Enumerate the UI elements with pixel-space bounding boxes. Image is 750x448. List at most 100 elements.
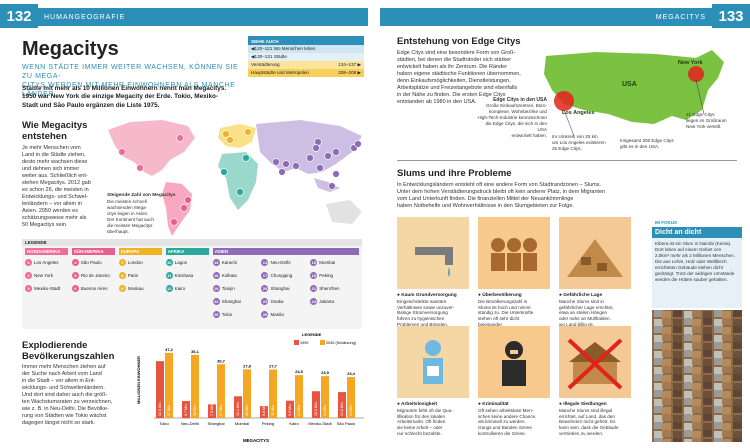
legend-label: 2030 (Schätzung) [326,341,357,345]
focus-line: errichteten Gebäude stehen dicht [655,265,723,270]
card-line: Oft sehen arbeitslose Men- [478,407,534,413]
body-line: denn Einkaufsmöglichkeiten, Dienstleistu… [397,78,511,84]
legend-city-number: 9 [118,285,126,292]
bar-inner-label: 14,8 Mio. [340,401,344,416]
see-also-item[interactable]: Hauptstädte und Metropolen 208–209 ▶ [248,69,364,77]
ny-marker [688,66,704,82]
legend-city-number: 10 [165,259,173,266]
bar-value-label: 30,7 [217,358,226,363]
legend-city: 18 Peking [310,271,359,280]
body-line: haben Notbehelfe und Wohnverhältnisse in… [397,203,574,209]
legend-region-name: SÜDAMERIKA [71,248,115,255]
body-line: dagegen längst nicht so stark. [22,420,96,426]
see-also-item[interactable]: ◀130–131 Städte [248,53,364,61]
card-line: nur schlecht bezahlte. [397,430,442,436]
note-line: Insgesamt 200 Edge Citys [620,138,674,143]
legend-city-name: Shanghai [221,299,241,304]
bar-2030 [347,377,355,418]
legend-city-name: Neu-Delhi [270,260,291,265]
legend-city-number: 19 [212,285,220,292]
legend-city-name: Los Angeles [34,260,59,265]
card-illustration [397,326,469,398]
card-line: schen keine andere Chance, [478,413,537,419]
city-marker [332,148,340,156]
lead-line: Stadt und São Paulo ergänzen die Liste 1… [22,101,160,109]
body-line: und dehnen sich immer [22,166,80,172]
note-total: Insgesamt 200 Edge Citys gibt es in den U… [620,138,684,150]
page-title: Megacitys [22,38,119,60]
lead-line: Städte mit mehr als 10 Millionen Einwohn… [22,85,227,92]
see-also-item[interactable]: Verstädterung 134–137 ▶ [248,61,364,69]
legend-city-name: Shanghai [270,286,290,291]
legend-city: 15 Mumbai [310,258,359,267]
legend-region-name: AFRIKA [165,248,209,255]
legend-city-number: 20 [261,285,269,292]
city-marker [328,182,336,190]
legend-city-name: Rio de Janeiro [80,273,110,278]
legend-city-number: 25 [212,311,220,318]
category-label: Tokio [159,421,169,426]
continent-africa [218,152,258,210]
see-also-item[interactable]: ◀120–121 Wo Menschen leben [248,45,364,53]
slum-problem-card: ● Arbeitslosigkeit Migranten fehlt oft di… [397,326,469,437]
legend-city-name: Tokio [221,312,233,317]
slum-problem-card: ● Kriminalität Oft sehen arbeitslose Men-… [478,326,550,437]
focus-line: Dort leben auf einem Gebiet von [655,247,722,252]
category-label: Kairo [289,421,299,426]
body-line: Arbeitsplätze und Freizeitangebote sind … [397,85,518,91]
card-line: wo Land billig ist. [559,321,594,327]
legend-city: 1 Los Angeles [25,258,68,267]
focus-label: IM FOKUS [652,218,742,227]
legend-city-number: 26 [261,311,269,318]
legend-city-number: 16 [212,272,220,279]
body-line: in die Stadt – vor allem in Ent- [22,378,96,384]
bar-inner-label: 9,7 Mio. [184,403,188,416]
card-line: Problemen und Bränden. [397,321,449,327]
card-title: ● Kriminalität [478,402,509,407]
legend-city-number: 11 [165,272,173,279]
slum-photo [652,310,742,442]
note-line: New York verteilt. [686,124,722,129]
annotation-line: citys liegen in Asien. [107,211,149,216]
box-line: komplexe, Wohnbezirke und [489,109,547,114]
card-line: Eingeschränkte sanitäre [397,298,447,304]
bar-value-label: 37,2 [165,347,174,352]
card-caption: ● Überbevölkerung Die Bevölkerungszahl in… [478,292,550,328]
focus-line: werden die Hütten sauber gehalten. [655,277,728,282]
body-line: Edge Citys sind eine besondere Form von … [397,50,516,56]
city-marker [316,164,324,172]
card-line: gefährlicher Lage errichtet, [559,304,614,310]
card-illustration [397,217,469,289]
legend-city: 7 London [118,258,162,267]
body-line: 50 Megacitys sein. [22,222,68,228]
bar-inner-label: 24 Mio. [297,404,301,416]
continent-north-america [108,120,195,176]
legend-city-number: 3 [25,285,32,292]
map-annotation: Steigende Zahl von Megacitys Die meisten… [107,193,179,235]
legend-city: 23 Osaka [261,297,310,306]
city-marker [180,204,188,212]
la-marker [554,91,574,111]
legend-city: 3 Mexiko-Stadt [25,284,68,293]
legend-city-number: 6 [71,285,79,292]
edge-title: Entstehung von Edge Citys [397,36,521,47]
card-illustration [559,326,631,398]
category-label: Shanghai [208,421,225,426]
card-caption: ● Kriminalität Oft sehen arbeitslose Men-… [478,401,550,437]
edge-city-box: Edge Citys in den USA Große Einkaufszent… [477,97,547,139]
slum-problem-card: ● Überbevölkerung Die Bevölkerungszahl in… [478,217,550,328]
legend-city-number: 21 [310,285,318,292]
legend-city: 4 São Paulo [71,258,115,267]
see-also-text: Hauptstädte und Metropolen [251,70,309,75]
note-line: Im Umkreis von 25 km [552,134,598,139]
slums-title: Slums und ihre Probleme [397,168,512,179]
bar-inner-label: 37 Mio. [167,404,171,416]
bar-inner-label: 9,9 Mio. [288,403,292,416]
bar-inner-label: 36 Mio. [193,404,197,416]
section-header-right: MEGACITYS [380,8,712,26]
divider [397,160,737,161]
card-line: beieinander. [478,321,504,327]
card-line: lifikation für den lokalen [397,413,446,419]
slum-problem-card: ● Illegale Siedlungen Manche Slums sind i… [559,326,631,437]
body-line: der Suche nach Arbeit vom Land [22,371,102,377]
